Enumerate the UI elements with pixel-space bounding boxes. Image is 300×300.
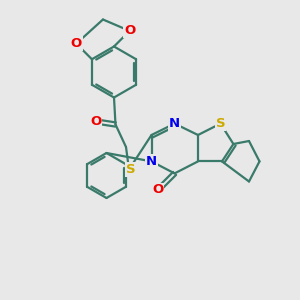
- Text: N: N: [169, 117, 180, 130]
- Text: O: O: [124, 24, 135, 38]
- Text: O: O: [71, 37, 82, 50]
- Text: O: O: [152, 183, 164, 196]
- Text: O: O: [90, 115, 102, 128]
- Text: S: S: [126, 163, 135, 176]
- Text: S: S: [216, 117, 225, 130]
- Text: N: N: [146, 155, 157, 168]
